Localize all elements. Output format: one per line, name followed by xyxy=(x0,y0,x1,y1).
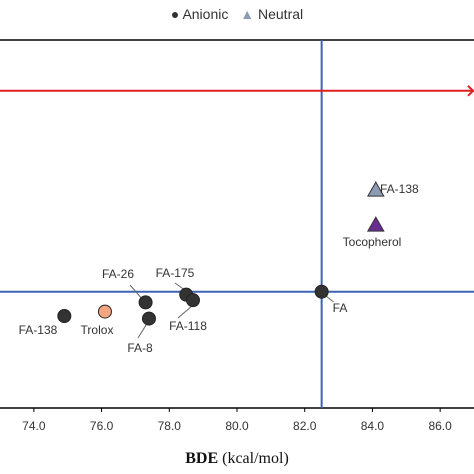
data-point xyxy=(314,284,329,299)
leader-line xyxy=(137,323,148,339)
data-point xyxy=(138,295,153,310)
legend-label-neutral: Neutral xyxy=(258,6,304,22)
data-point-triangle xyxy=(366,181,385,197)
arrow-head xyxy=(467,85,474,97)
data-label: Trolox xyxy=(81,323,114,337)
leader-line xyxy=(174,282,185,291)
legend-label-anionic: Anionic xyxy=(182,6,229,22)
data-label: FA xyxy=(333,301,348,315)
legend-item-anionic: ● Anionic xyxy=(171,6,229,22)
data-label: FA-175 xyxy=(156,266,195,280)
data-point xyxy=(57,309,72,323)
data-label: FA-138 xyxy=(19,323,58,337)
data-point xyxy=(141,311,156,326)
x-tick-label: 84.0 xyxy=(361,419,385,433)
data-point xyxy=(97,304,112,319)
x-tick-label: 76.0 xyxy=(90,419,114,433)
x-tick-label: 80.0 xyxy=(225,419,249,433)
data-label: FA-118 xyxy=(169,319,207,333)
legend: ● Anionic ▲ Neutral xyxy=(0,6,474,22)
leader-line xyxy=(129,284,142,299)
data-label: FA-8 xyxy=(127,341,153,355)
data-point-triangle xyxy=(366,216,385,232)
data-point xyxy=(185,293,200,308)
legend-triangle-marker: ▲ xyxy=(240,6,255,22)
data-label: FA-138 xyxy=(380,182,419,196)
x-axis-title-unit: (kcal/mol) xyxy=(222,450,289,467)
legend-circle-marker: ● xyxy=(170,6,180,22)
x-axis-title: BDE (kcal/mol) xyxy=(0,450,474,468)
x-tick-label: 82.0 xyxy=(293,419,317,433)
data-label: Tocopherol xyxy=(343,235,402,249)
leader-line xyxy=(325,295,334,303)
legend-item-neutral: ▲ Neutral xyxy=(240,6,303,22)
leader-line xyxy=(177,304,194,319)
x-tick-label: 74.0 xyxy=(22,419,46,433)
x-tick-label: 78.0 xyxy=(158,419,182,433)
x-axis-title-main: BDE xyxy=(185,450,219,467)
data-label: FA-26 xyxy=(102,267,134,281)
x-tick-label: 86.0 xyxy=(428,419,452,433)
